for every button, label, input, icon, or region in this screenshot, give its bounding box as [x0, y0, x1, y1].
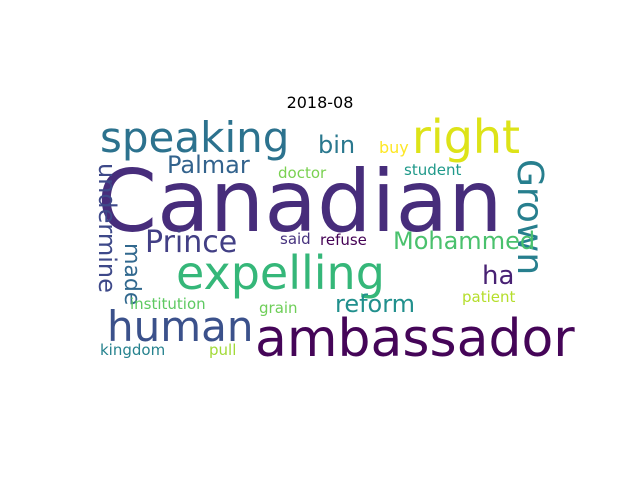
word-mohammed: Mohammed	[393, 227, 536, 255]
word-ambassador: ambassador	[255, 309, 575, 369]
word-palmar: Palmar	[167, 151, 250, 179]
word-ha: ha	[482, 261, 515, 291]
word-buy: buy	[379, 138, 409, 157]
word-grown: Grown	[509, 159, 550, 276]
word-cloud: Canadian ambassador expelling human speaking…	[93, 110, 575, 365]
word-kingdom: kingdom	[100, 341, 166, 359]
word-speaking: speaking	[100, 113, 290, 162]
word-pull: pull	[209, 341, 237, 359]
chart-title: 2018-08	[286, 93, 354, 112]
word-reform: reform	[335, 290, 416, 318]
word-patient: patient	[462, 288, 516, 306]
word-doctor: doctor	[278, 164, 327, 182]
word-prince: Prince	[145, 225, 238, 260]
word-grain: grain	[259, 299, 298, 317]
word-undermine: undermine	[93, 163, 121, 293]
word-right: right	[412, 110, 521, 164]
word-institution: institution	[130, 295, 206, 313]
word-expelling: expelling	[176, 246, 385, 300]
word-canadian: Canadian	[97, 152, 503, 252]
word-bin: bin	[318, 131, 356, 159]
word-student: student	[404, 161, 462, 179]
word-human: human	[107, 302, 254, 351]
word-refuse: refuse	[320, 231, 367, 249]
word-said: said	[280, 230, 311, 248]
